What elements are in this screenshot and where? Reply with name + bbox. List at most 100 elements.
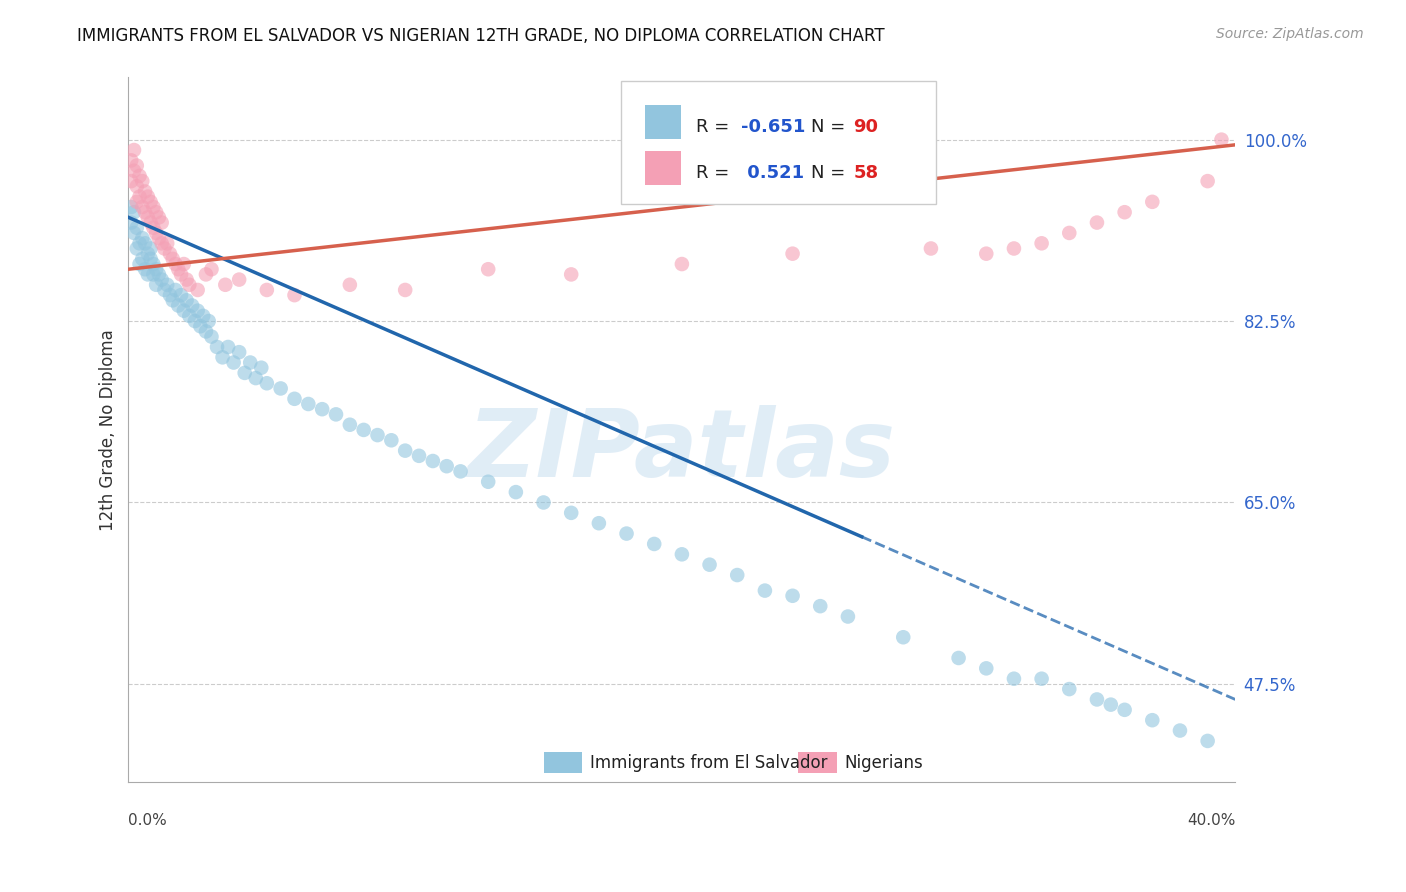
Point — [134, 185, 156, 199]
Point — [948, 651, 970, 665]
Point — [153, 283, 176, 297]
Point — [394, 443, 416, 458]
Point — [974, 661, 997, 675]
Point — [671, 257, 693, 271]
Point — [250, 360, 273, 375]
Point — [125, 194, 148, 209]
Point — [394, 283, 416, 297]
Point — [187, 283, 209, 297]
Point — [222, 355, 245, 369]
Point — [145, 277, 167, 292]
Point — [148, 268, 170, 282]
Point — [1059, 682, 1081, 697]
Point — [380, 434, 402, 448]
Point — [366, 428, 388, 442]
Point — [134, 262, 156, 277]
Point — [122, 163, 145, 178]
Point — [211, 351, 233, 365]
Text: 0.521: 0.521 — [741, 164, 804, 182]
FancyBboxPatch shape — [799, 752, 837, 773]
Point — [150, 272, 173, 286]
Point — [233, 366, 256, 380]
Point — [184, 314, 207, 328]
Point — [1085, 216, 1108, 230]
Point — [533, 495, 555, 509]
Point — [162, 293, 184, 308]
Point — [725, 568, 748, 582]
Point — [120, 174, 142, 188]
Point — [128, 236, 150, 251]
Point — [131, 252, 153, 266]
Point — [128, 169, 150, 183]
Text: 40.0%: 40.0% — [1187, 813, 1236, 828]
Text: R =: R = — [696, 164, 735, 182]
Point — [136, 246, 159, 260]
Point — [194, 325, 217, 339]
Text: R =: R = — [696, 118, 735, 136]
Point — [450, 464, 472, 478]
Point — [1114, 703, 1136, 717]
Point — [173, 257, 195, 271]
Point — [1142, 713, 1164, 727]
FancyBboxPatch shape — [645, 152, 681, 186]
Point — [131, 231, 153, 245]
Point — [122, 205, 145, 219]
Point — [560, 268, 582, 282]
Point — [181, 299, 204, 313]
Point — [1099, 698, 1122, 712]
Point — [142, 257, 165, 271]
Point — [170, 288, 193, 302]
Text: N =: N = — [811, 118, 845, 136]
Text: 90: 90 — [853, 118, 879, 136]
Point — [125, 242, 148, 256]
Point — [176, 293, 198, 308]
FancyBboxPatch shape — [544, 752, 582, 773]
Point — [148, 231, 170, 245]
Point — [837, 609, 859, 624]
Point — [256, 376, 278, 391]
Point — [131, 174, 153, 188]
Point — [139, 194, 162, 209]
Point — [339, 277, 361, 292]
Point — [283, 392, 305, 406]
Point — [142, 220, 165, 235]
Point — [353, 423, 375, 437]
Point — [162, 252, 184, 266]
Point — [153, 242, 176, 256]
Point — [616, 526, 638, 541]
Point — [228, 272, 250, 286]
Point — [173, 303, 195, 318]
Point — [120, 216, 142, 230]
Point — [136, 268, 159, 282]
Point — [120, 153, 142, 168]
Point — [136, 189, 159, 203]
Point — [1031, 236, 1053, 251]
Point — [560, 506, 582, 520]
Point — [190, 319, 212, 334]
Point — [142, 268, 165, 282]
Point — [256, 283, 278, 297]
Point — [150, 236, 173, 251]
Point — [1059, 226, 1081, 240]
Point — [159, 288, 181, 302]
Point — [194, 268, 217, 282]
Point — [142, 200, 165, 214]
Point — [1002, 672, 1025, 686]
Point — [125, 159, 148, 173]
Point — [588, 516, 610, 531]
Point — [974, 246, 997, 260]
Point — [165, 257, 187, 271]
Point — [1142, 194, 1164, 209]
Point — [131, 200, 153, 214]
Point — [145, 262, 167, 277]
Text: N =: N = — [811, 164, 845, 182]
Text: Source: ZipAtlas.com: Source: ZipAtlas.com — [1216, 27, 1364, 41]
Point — [1197, 734, 1219, 748]
Point — [1168, 723, 1191, 738]
Point — [139, 216, 162, 230]
Point — [187, 303, 209, 318]
Point — [128, 257, 150, 271]
Point — [891, 630, 914, 644]
Point — [150, 216, 173, 230]
Point — [125, 179, 148, 194]
